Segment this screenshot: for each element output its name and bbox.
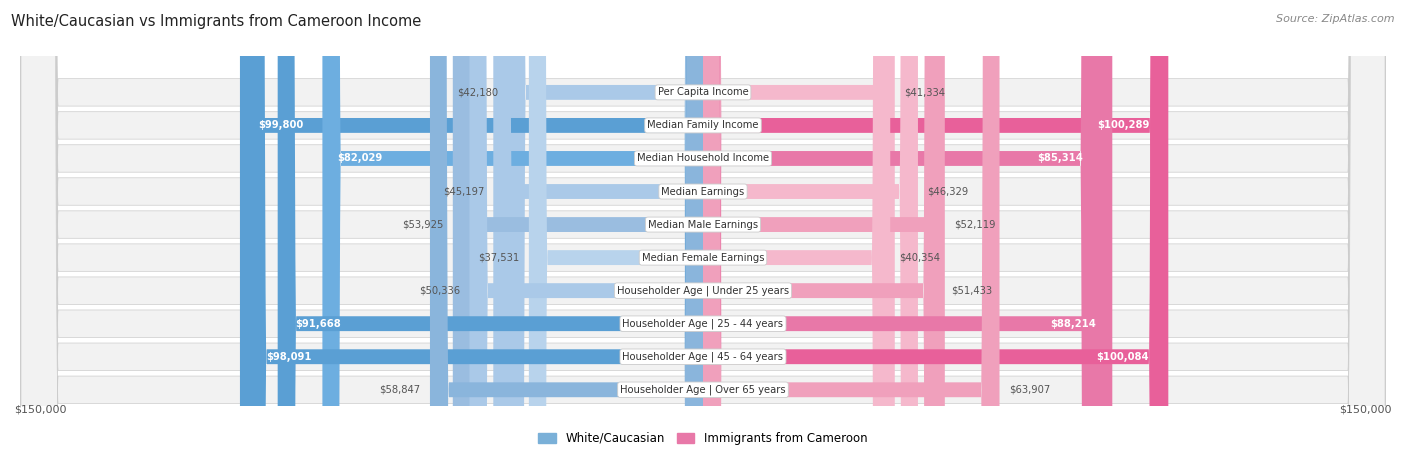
Text: $41,334: $41,334 — [904, 87, 945, 98]
Text: $58,847: $58,847 — [380, 385, 420, 395]
FancyBboxPatch shape — [21, 0, 1385, 467]
FancyBboxPatch shape — [703, 0, 894, 467]
Text: Median Female Earnings: Median Female Earnings — [641, 253, 765, 262]
FancyBboxPatch shape — [470, 0, 703, 467]
Text: $91,668: $91,668 — [295, 318, 340, 329]
FancyBboxPatch shape — [21, 0, 1385, 467]
Text: Householder Age | Under 25 years: Householder Age | Under 25 years — [617, 285, 789, 296]
Text: $63,907: $63,907 — [1008, 385, 1050, 395]
Text: White/Caucasian vs Immigrants from Cameroon Income: White/Caucasian vs Immigrants from Camer… — [11, 14, 422, 29]
Text: Median Earnings: Median Earnings — [661, 186, 745, 197]
FancyBboxPatch shape — [529, 0, 703, 467]
FancyBboxPatch shape — [21, 0, 1385, 467]
FancyBboxPatch shape — [21, 0, 1385, 467]
FancyBboxPatch shape — [21, 0, 1385, 467]
FancyBboxPatch shape — [430, 0, 703, 467]
Text: $45,197: $45,197 — [443, 186, 484, 197]
FancyBboxPatch shape — [322, 0, 703, 467]
Text: $100,084: $100,084 — [1097, 352, 1149, 362]
FancyBboxPatch shape — [21, 0, 1385, 467]
FancyBboxPatch shape — [703, 0, 890, 467]
Text: $100,289: $100,289 — [1097, 120, 1150, 130]
FancyBboxPatch shape — [703, 0, 1168, 467]
Text: $82,029: $82,029 — [337, 154, 382, 163]
Text: $150,000: $150,000 — [1340, 404, 1392, 415]
FancyBboxPatch shape — [21, 0, 1385, 467]
Text: $52,119: $52,119 — [955, 219, 995, 230]
FancyBboxPatch shape — [703, 0, 1112, 467]
FancyBboxPatch shape — [453, 0, 703, 467]
Text: Householder Age | 45 - 64 years: Householder Age | 45 - 64 years — [623, 352, 783, 362]
Text: $88,214: $88,214 — [1050, 318, 1095, 329]
FancyBboxPatch shape — [494, 0, 703, 467]
FancyBboxPatch shape — [703, 0, 1167, 467]
Text: Source: ZipAtlas.com: Source: ZipAtlas.com — [1277, 14, 1395, 24]
FancyBboxPatch shape — [240, 0, 703, 467]
Text: Median Male Earnings: Median Male Earnings — [648, 219, 758, 230]
Text: $51,433: $51,433 — [950, 286, 993, 296]
Text: $99,800: $99,800 — [259, 120, 304, 130]
Text: $50,336: $50,336 — [419, 286, 460, 296]
FancyBboxPatch shape — [21, 0, 1385, 467]
Text: Median Family Income: Median Family Income — [647, 120, 759, 130]
Text: $40,354: $40,354 — [900, 253, 941, 262]
Text: Median Household Income: Median Household Income — [637, 154, 769, 163]
Text: $85,314: $85,314 — [1038, 154, 1083, 163]
FancyBboxPatch shape — [703, 0, 1099, 467]
FancyBboxPatch shape — [703, 0, 918, 467]
Legend: White/Caucasian, Immigrants from Cameroon: White/Caucasian, Immigrants from Cameroo… — [534, 427, 872, 449]
Text: $150,000: $150,000 — [14, 404, 66, 415]
Text: $53,925: $53,925 — [402, 219, 443, 230]
FancyBboxPatch shape — [247, 0, 703, 467]
Text: Householder Age | 25 - 44 years: Householder Age | 25 - 44 years — [623, 318, 783, 329]
FancyBboxPatch shape — [703, 0, 945, 467]
Text: Householder Age | Over 65 years: Householder Age | Over 65 years — [620, 384, 786, 395]
FancyBboxPatch shape — [277, 0, 703, 467]
FancyBboxPatch shape — [703, 0, 1000, 467]
FancyBboxPatch shape — [508, 0, 703, 467]
FancyBboxPatch shape — [21, 0, 1385, 467]
Text: $46,329: $46,329 — [927, 186, 969, 197]
Text: $42,180: $42,180 — [457, 87, 498, 98]
Text: $98,091: $98,091 — [266, 352, 312, 362]
FancyBboxPatch shape — [21, 0, 1385, 467]
Text: $37,531: $37,531 — [478, 253, 520, 262]
Text: Per Capita Income: Per Capita Income — [658, 87, 748, 98]
FancyBboxPatch shape — [703, 0, 942, 467]
